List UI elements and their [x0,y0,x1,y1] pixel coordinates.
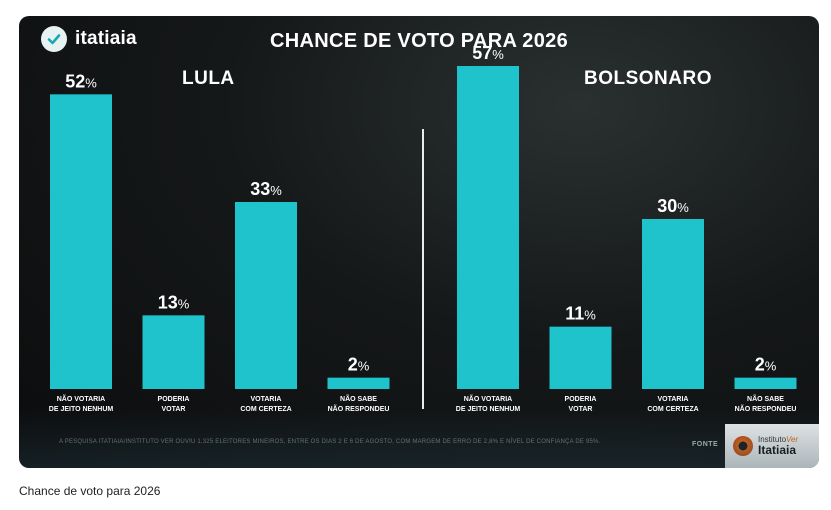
category-label-bolsonaro-0-1: DE JEITO NENHUM [456,406,521,413]
category-label-lula-0-1: DE JEITO NENHUM [49,406,114,413]
category-label-bolsonaro-2-1: COM CERTEZA [647,406,698,413]
sponsor-name-a: Instituto [758,435,787,444]
value-label-lula-0: 52% [65,71,97,91]
value-label-bolsonaro-3: 2% [755,355,777,375]
bar-lula-0 [50,94,112,389]
category-label-lula-2-1: COM CERTEZA [240,406,291,413]
value-label-lula-1: 13% [158,292,190,312]
methodology-note: A PESQUISA ITATIAIA/INSTITUTO VER OUVIU … [59,439,601,445]
bar-bolsonaro-3 [734,377,797,389]
category-label-lula-1-1: VOTAR [162,406,186,413]
category-label-bolsonaro-1-0: PODERIA [565,396,597,403]
brand-name: itatiaia [75,28,137,49]
bar-bolsonaro-2 [642,219,704,389]
sponsor-brand: Itatiaia [758,443,797,457]
panel-title-lula: LULA [182,68,235,89]
sponsor-name-b: Ver [786,435,799,444]
bar-lula-2 [235,202,297,389]
panel-divider [422,129,424,409]
value-label-bolsonaro-1: 11% [565,304,596,324]
bar-bolsonaro-1 [549,326,612,389]
bar-lula-3 [327,377,390,389]
category-label-bolsonaro-3-1: NÃO RESPONDEU [735,404,797,413]
category-label-lula-3-1: NÃO RESPONDEU [328,404,390,413]
value-label-bolsonaro-0: 57% [472,43,504,63]
category-label-bolsonaro-3-0: NÃO SABE [747,394,784,403]
category-label-bolsonaro-0-0: NÃO VOTARIA [464,394,512,403]
chart-title: CHANCE DE VOTO PARA 2026 [269,30,568,52]
bar-charts: 52% NÃO VOTARIA DE JEITO NENHUM 13% PODERIA V… [49,43,797,413]
category-label-lula-3-0: NÃO SABE [340,394,377,403]
category-label-lula-2-0: VOTARIA [251,396,282,403]
check-icon [41,26,67,52]
bar-lula-1 [142,315,205,389]
value-label-bolsonaro-2: 30% [657,196,689,216]
source-logo: InstitutoVer Itatiaia [725,424,819,468]
brand-logo: itatiaia [41,26,137,52]
value-label-lula-3: 2% [348,355,370,375]
infographic-card: itatiaia CHANCE DE VOTO PARA 2026 LULA B… [19,16,819,468]
category-label-lula-0-0: NÃO VOTARIA [57,394,105,403]
category-label-bolsonaro-2-0: VOTARIA [658,396,689,403]
panel-title-bolsonaro: BOLSONARO [584,68,712,89]
bar-bolsonaro-0 [457,66,519,389]
value-label-lula-2: 33% [250,179,282,199]
category-label-lula-1-0: PODERIA [158,396,190,403]
source-label: FONTE [692,441,719,448]
category-label-bolsonaro-1-1: VOTAR [569,406,593,413]
image-caption: Chance de voto para 2026 [19,484,161,498]
institute-logo-icon [733,436,753,456]
